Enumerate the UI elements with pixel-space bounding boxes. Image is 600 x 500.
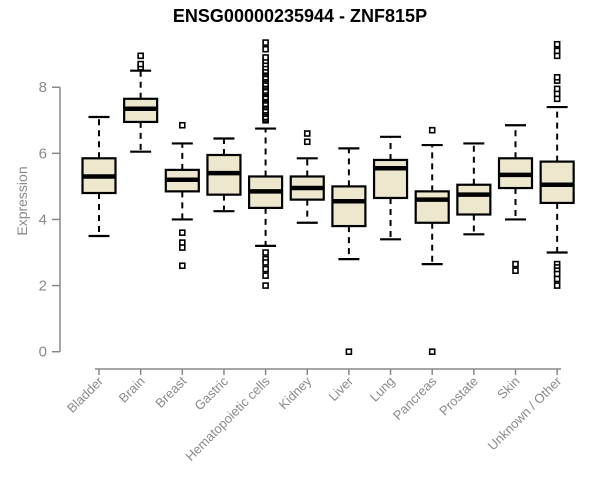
y-tick-label: 6 bbox=[39, 145, 47, 162]
iqr-box bbox=[372, 158, 409, 200]
x-tick-label-brain: Brain bbox=[116, 374, 148, 406]
y-tick-label: 0 bbox=[39, 344, 47, 361]
outlier-point bbox=[262, 272, 269, 279]
x-tick-label-unknown-other: Unknown / Other bbox=[485, 373, 565, 453]
boxplot-liver bbox=[331, 147, 367, 356]
boxplot-gastric bbox=[206, 137, 242, 213]
outlier-point bbox=[428, 126, 436, 134]
outlier-point bbox=[428, 348, 436, 356]
outlier-point bbox=[179, 121, 186, 129]
boxplot-skin bbox=[497, 124, 534, 275]
outlier-point bbox=[179, 229, 186, 236]
x-tick-label-liver: Liver bbox=[325, 373, 356, 404]
outlier-point bbox=[262, 265, 269, 273]
outlier-point bbox=[303, 138, 311, 146]
chart-title: ENSG00000235944 - ZNF815P bbox=[172, 6, 428, 26]
outlier-point bbox=[303, 130, 311, 137]
y-axis: 0 2 4 6 8 bbox=[39, 79, 61, 361]
outlier-point bbox=[512, 260, 519, 268]
x-tick-label-prostate: Prostate bbox=[436, 374, 481, 419]
outlier-point bbox=[262, 45, 269, 53]
boxplot-breast bbox=[164, 121, 200, 270]
x-tick-label-breast: Breast bbox=[152, 373, 189, 410]
outlier-point bbox=[262, 54, 269, 61]
outlier-point bbox=[262, 39, 269, 46]
outlier-point bbox=[553, 85, 561, 93]
y-tick-label: 8 bbox=[39, 79, 47, 96]
x-tick-label-kidney: Kidney bbox=[276, 373, 315, 412]
y-tick-label: 2 bbox=[39, 278, 47, 295]
boxplot-bladder bbox=[81, 115, 117, 238]
outlier-point bbox=[137, 60, 144, 68]
outlier-point bbox=[262, 282, 269, 289]
outlier-point bbox=[553, 47, 561, 55]
boxplot-brain bbox=[123, 52, 159, 153]
boxplot-lung bbox=[372, 135, 409, 241]
outlier-point bbox=[553, 40, 561, 48]
outlier-point bbox=[179, 262, 186, 270]
outlier-point bbox=[137, 52, 144, 60]
outlier-point bbox=[553, 275, 561, 283]
outlier-point bbox=[512, 267, 519, 275]
outlier-point bbox=[553, 282, 561, 289]
x-tick-label-gastric: Gastric bbox=[191, 373, 231, 413]
boxplot-prostate bbox=[456, 142, 492, 236]
outlier-point bbox=[345, 348, 353, 356]
x-tick-label-bladder: Bladder bbox=[64, 373, 107, 416]
iqr-box bbox=[414, 190, 450, 224]
boxplot-unknown-other bbox=[539, 40, 575, 289]
iqr-box bbox=[456, 183, 492, 216]
iqr-box bbox=[539, 160, 575, 205]
boxplot-pancreas bbox=[414, 126, 450, 356]
y-tick-label: 4 bbox=[39, 211, 47, 228]
outlier-point bbox=[262, 249, 269, 256]
boxplot-kidney bbox=[289, 130, 325, 224]
outlier-point bbox=[179, 244, 186, 251]
iqr-box bbox=[331, 185, 367, 228]
x-tick-label-pancreas: Pancreas bbox=[390, 373, 440, 423]
x-tick-label-skin: Skin bbox=[494, 374, 522, 402]
outlier-point bbox=[262, 259, 269, 266]
outlier-point bbox=[553, 74, 561, 81]
x-tick-label-lung: Lung bbox=[367, 374, 398, 405]
boxplot-hematopoietic-cells bbox=[248, 39, 284, 289]
